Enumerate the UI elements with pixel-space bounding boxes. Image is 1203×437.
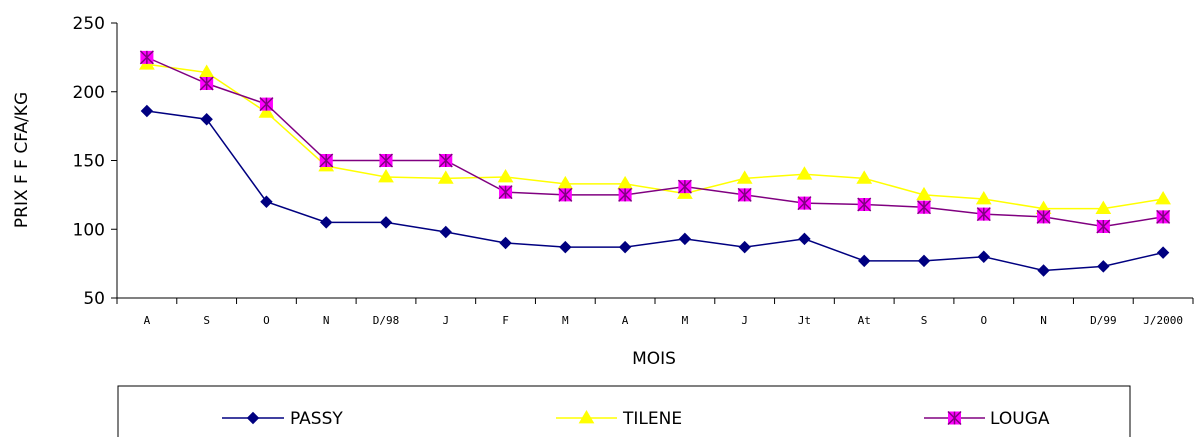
x-tick-label: Jt [798, 314, 811, 327]
legend-item-tilene-point [578, 410, 595, 424]
x-tick-label: J/2000 [1143, 314, 1183, 327]
series-passy-point [917, 254, 931, 268]
series-louga-point [199, 76, 214, 91]
series-passy-point [439, 225, 452, 239]
legend-item-tilene: TILENE [556, 409, 682, 429]
x-tick-label: D/99 [1090, 314, 1117, 327]
series-passy-point [618, 240, 632, 254]
x-tick-label: A [144, 314, 151, 327]
series-louga [139, 50, 1171, 234]
series-louga-point [857, 197, 872, 212]
series-louga-point [558, 187, 573, 202]
x-tick-label: S [921, 314, 928, 327]
x-tick-label: N [1040, 314, 1047, 327]
series-louga-point [1156, 209, 1171, 224]
series-tilene-point [975, 191, 992, 205]
y-axis: 50 100 150 200 250 [73, 14, 118, 309]
x-axis-title: MOIS [632, 349, 676, 369]
x-tick-label: D/98 [373, 314, 400, 327]
series-louga-point [438, 153, 453, 168]
series-louga-point [1096, 219, 1111, 234]
x-axis: A S O N D/98 J F M A M J Jt At S O N D/99 J/2000 [116, 297, 1194, 327]
series-louga-point [378, 153, 394, 168]
x-tick-label: O [263, 314, 270, 327]
legend-item-louga-point [947, 410, 962, 426]
series-tilene-line [146, 63, 1164, 210]
x-tick-label: J [442, 314, 449, 327]
y-tick-label: 150 [73, 152, 105, 172]
series-tilene-point [1095, 200, 1112, 215]
series-louga-point [916, 200, 932, 215]
legend-item-tilene-label: TILENE [622, 409, 682, 429]
series-passy-point [320, 216, 333, 229]
series-louga-line [146, 56, 1164, 228]
series-passy-point [798, 232, 811, 246]
series-passy-point [559, 240, 572, 254]
legend-item-louga: LOUGA [924, 409, 1050, 429]
series-passy-line [146, 110, 1164, 272]
series-tilene-point [856, 170, 873, 184]
series-louga-point [259, 97, 274, 112]
series-passy-point [379, 216, 393, 229]
series-louga-point [677, 179, 692, 194]
series-passy-point [738, 240, 751, 254]
legend-item-passy: PASSY [222, 409, 343, 429]
series-passy-point [140, 104, 154, 118]
y-tick-label: 50 [83, 289, 105, 309]
x-tick-label: M [682, 314, 689, 327]
x-tick-label: M [562, 314, 569, 327]
series-louga-point [319, 153, 334, 168]
series-louga-point [139, 50, 154, 65]
series-tilene-point [437, 170, 454, 184]
legend-item-passy-label: PASSY [290, 409, 343, 429]
series-tilene-point [796, 166, 813, 180]
series-tilene-point [1155, 191, 1171, 205]
y-tick-label: 200 [73, 83, 105, 103]
y-tick-label: 100 [73, 220, 105, 240]
series-passy-point [1097, 260, 1110, 273]
series-layer [139, 50, 1171, 277]
series-louga-point [737, 187, 752, 202]
legend-item-louga-label: LOUGA [990, 409, 1050, 429]
series-tilene-point [497, 169, 514, 183]
series-passy-point [1156, 246, 1170, 259]
x-tick-label: S [203, 314, 210, 327]
x-tick-label: At [858, 314, 871, 327]
legend-box [117, 385, 1131, 437]
series-passy-point [977, 250, 990, 263]
y-tick-label: 250 [73, 14, 105, 34]
series-louga-point [1036, 209, 1051, 224]
series-tilene-point [378, 169, 394, 183]
series-louga-point [797, 196, 812, 211]
x-tick-label: F [502, 314, 509, 327]
series-passy-point [678, 232, 692, 246]
legend-item-passy-point [246, 411, 260, 425]
series-passy-point [260, 195, 273, 208]
series-tilene-point [736, 170, 753, 184]
series-passy-point [1037, 264, 1050, 277]
x-tick-label: A [622, 314, 629, 327]
series-tilene-point [916, 186, 932, 201]
series-louga-point [976, 207, 991, 222]
series-passy-point [499, 236, 512, 250]
series-louga-point [498, 185, 513, 200]
series-passy-point [858, 254, 871, 268]
y-axis-title: PRIX F F CFA/KG [12, 92, 32, 228]
legend: PASSY TILENE LOUGA [117, 385, 1131, 437]
series-tilene-point [617, 175, 633, 190]
series-passy [140, 104, 1170, 277]
x-tick-label: N [323, 314, 330, 327]
series-passy-point [200, 113, 213, 126]
x-tick-label: J [741, 314, 748, 327]
series-tilene-point [258, 104, 275, 118]
series-louga-point [618, 187, 633, 202]
x-tick-label: O [980, 314, 987, 327]
